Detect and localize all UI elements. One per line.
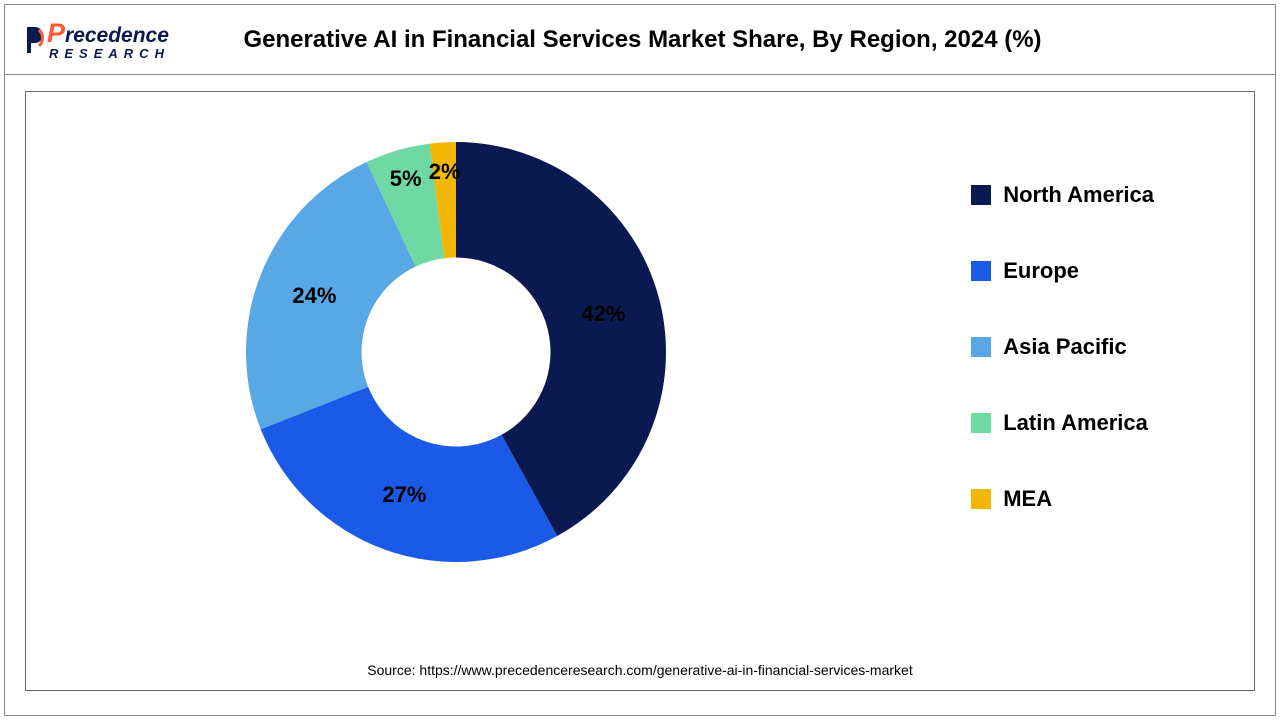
chart-title: Generative AI in Financial Services Mark…: [170, 26, 1255, 54]
legend: North America Europe Asia Pacific Latin Ame…: [971, 182, 1154, 512]
logo-top-line: Precedence: [47, 20, 170, 47]
brand-logo: Precedence RESEARCH: [25, 20, 170, 60]
donut-chart: 42% 27% 24% 5% 2%: [226, 122, 686, 582]
legend-swatch: [971, 413, 991, 433]
slice-value-label: 42%: [581, 301, 625, 327]
legend-label: Latin America: [1003, 410, 1148, 436]
legend-item: Latin America: [971, 410, 1154, 436]
logo-accent: P: [47, 18, 65, 48]
legend-item: North America: [971, 182, 1154, 208]
slice-value-label: 5%: [390, 166, 422, 192]
chart-container: 42% 27% 24% 5% 2% North America Europe Asia Pa…: [25, 91, 1255, 691]
legend-label: MEA: [1003, 486, 1052, 512]
legend-item: Europe: [971, 258, 1154, 284]
legend-swatch: [971, 185, 991, 205]
legend-swatch: [971, 489, 991, 509]
slice-value-label: 2%: [429, 159, 461, 185]
legend-swatch: [971, 337, 991, 357]
legend-label: Europe: [1003, 258, 1079, 284]
legend-label: North America: [1003, 182, 1154, 208]
donut-slice: [261, 387, 557, 562]
logo-rest: recedence: [65, 24, 169, 47]
outer-frame: Precedence RESEARCH Generative AI in Fin…: [4, 4, 1276, 716]
legend-label: Asia Pacific: [1003, 334, 1127, 360]
legend-item: MEA: [971, 486, 1154, 512]
logo-text: Precedence RESEARCH: [47, 20, 170, 60]
header: Precedence RESEARCH Generative AI in Fin…: [5, 5, 1275, 75]
donut-svg: [226, 122, 686, 582]
logo-bottom-line: RESEARCH: [49, 47, 170, 60]
legend-item: Asia Pacific: [971, 334, 1154, 360]
logo-icon: [25, 25, 49, 55]
source-text: Source: https://www.precedenceresearch.c…: [26, 662, 1254, 678]
legend-swatch: [971, 261, 991, 281]
slice-value-label: 24%: [292, 283, 336, 309]
slice-value-label: 27%: [382, 482, 426, 508]
